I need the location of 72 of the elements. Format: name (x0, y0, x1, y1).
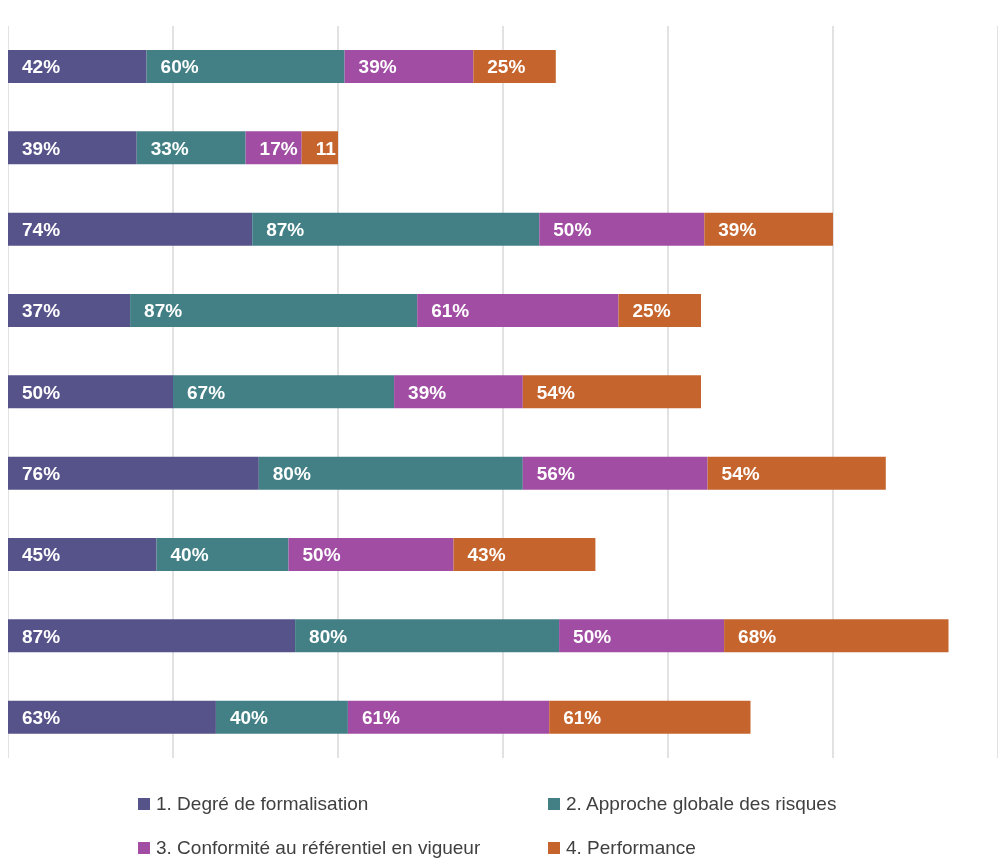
bar (8, 456, 259, 490)
data-label: 42% (22, 56, 61, 78)
data-label: 39% (408, 381, 447, 403)
data-label: 45% (22, 544, 61, 566)
bar (136, 131, 246, 165)
data-label: 33% (150, 137, 189, 159)
bar (394, 375, 523, 409)
legend-label: 3. Conformité au référentiel en vigueur (156, 837, 481, 859)
data-label: 61% (431, 300, 470, 322)
bar (252, 212, 540, 246)
bar (347, 700, 550, 734)
data-label: 76% (22, 463, 61, 485)
bar (156, 538, 289, 571)
bar (8, 619, 296, 653)
data-label: 17% (259, 137, 298, 159)
data-label: 39% (358, 56, 397, 78)
data-label: 40% (170, 544, 209, 566)
bar (130, 294, 418, 327)
data-label: 54% (536, 381, 575, 403)
data-label: 43% (467, 544, 506, 566)
bar (8, 131, 137, 165)
data-label: 50% (553, 219, 592, 241)
bar (549, 700, 751, 734)
bar (146, 50, 345, 83)
data-label: 39% (22, 137, 61, 159)
bar (417, 294, 619, 327)
data-label: 87% (144, 300, 183, 322)
data-label: 25% (632, 300, 671, 322)
bar (295, 619, 560, 653)
bar (522, 456, 708, 490)
bar (8, 375, 173, 409)
bar (215, 700, 348, 734)
bar (704, 212, 833, 246)
data-label: 40% (229, 707, 269, 729)
data-label: 50% (302, 544, 341, 566)
bar (344, 50, 474, 83)
data-label: 39% (718, 219, 757, 241)
data-label: 63% (22, 707, 61, 729)
data-label: 68% (738, 625, 777, 647)
bar (707, 456, 886, 490)
data-label: 87% (266, 219, 305, 241)
legend-label: 2. Approche globale des risques (566, 793, 837, 815)
data-label: 74% (22, 219, 61, 241)
data-label: 11 (315, 137, 337, 159)
data-label: 80% (309, 625, 348, 647)
data-label: 25% (487, 56, 526, 78)
bar (288, 538, 454, 571)
data-label: 54% (721, 463, 760, 485)
bar (8, 700, 216, 734)
data-label: 50% (573, 625, 612, 647)
bar (8, 538, 157, 571)
bar (539, 212, 705, 246)
bar (559, 619, 725, 653)
bar (453, 538, 596, 571)
data-label: 80% (272, 463, 311, 485)
bar (522, 375, 701, 409)
data-label: 50% (22, 381, 61, 403)
legend-label: 1. Degré de formalisation (156, 793, 369, 815)
data-label: 67% (187, 381, 226, 403)
data-label: 61% (361, 707, 401, 729)
bar (173, 375, 395, 409)
bar (724, 619, 949, 653)
legend-label: 4. Performance (566, 837, 696, 859)
data-label: 37% (22, 300, 61, 322)
bar (8, 212, 253, 246)
data-label: 60% (160, 56, 199, 78)
bar (8, 50, 147, 83)
data-label: 87% (22, 625, 61, 647)
data-label: 61% (563, 707, 602, 729)
bar (8, 294, 131, 327)
data-label: 56% (536, 463, 575, 485)
bar (258, 456, 523, 490)
